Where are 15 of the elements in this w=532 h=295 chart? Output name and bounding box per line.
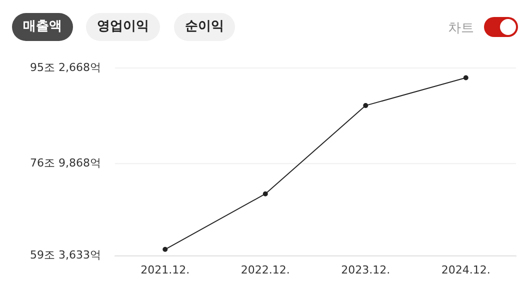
text: 순이익 — [174, 13, 235, 41]
point — [262, 191, 268, 196]
x-tick-label: 2022.12. — [240, 263, 290, 276]
ref-line-label: 76조 9,868억 — [30, 156, 101, 170]
x-tick-label: 2024.12. — [441, 263, 490, 276]
text: 매출액 — [12, 13, 73, 41]
x-tick-label: 2021.12. — [140, 263, 190, 276]
point — [363, 103, 368, 108]
text: 차트 — [448, 20, 474, 37]
ref-line-label: 95조 2,668억 — [30, 60, 101, 74]
point — [463, 75, 468, 80]
x-tick-label: 2023.12. — [341, 263, 390, 276]
ref-line-label: 59조 3,633억 — [30, 248, 101, 262]
text: 영업이익 — [86, 13, 160, 41]
point — [162, 246, 168, 252]
